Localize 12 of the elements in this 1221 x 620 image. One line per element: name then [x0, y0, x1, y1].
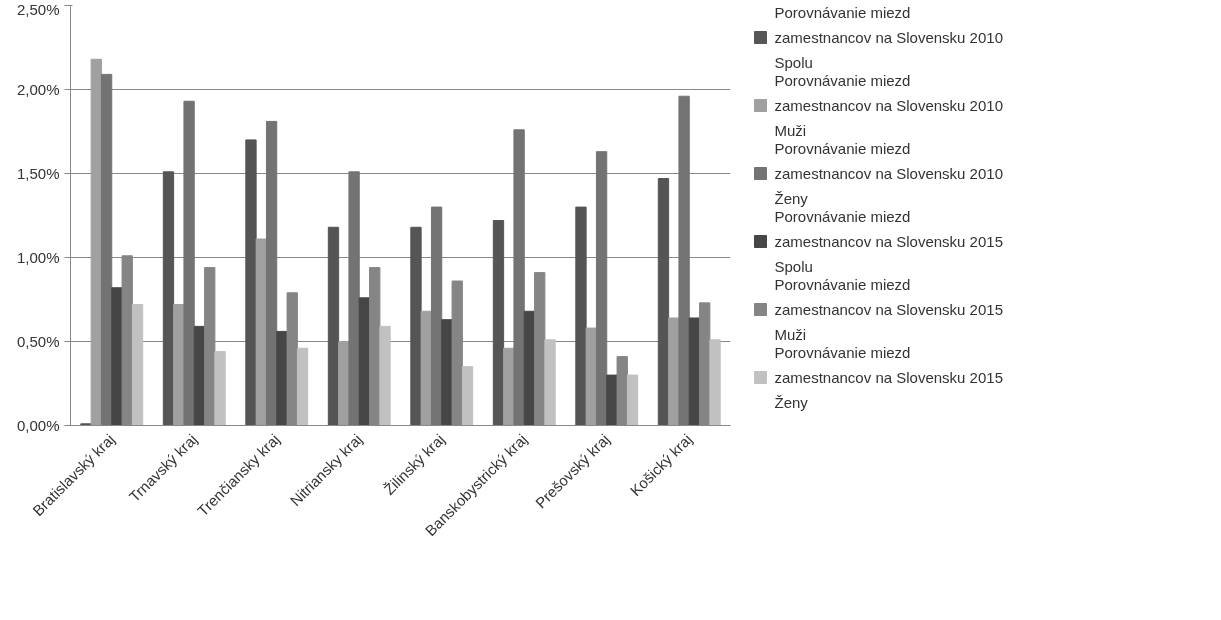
legend-label: Porovnávanie miezd zamestnancov na Slovensku 2015 Ženy — [774, 344, 1003, 411]
y-tick-label: 0,50% — [16, 333, 60, 350]
legend-label: Porovnávanie miezd zamestnancov na Slovensku 2010 Muži — [774, 72, 1003, 139]
y-tick-label: 0,00% — [16, 417, 60, 434]
legend-label: Porovnávanie miezd zamestnancov na Slovensku 2010 Ženy — [774, 140, 1003, 207]
y-tick-label: 2,00% — [16, 81, 60, 98]
legend-label: Porovnávanie miezd zamestnancov na Slovensku 2015 Spolu — [774, 208, 1003, 275]
legend-label: Porovnávanie miezd zamestnancov na Slovensku 2015 Muži — [774, 276, 1003, 343]
y-tick-label: 1,50% — [16, 165, 60, 182]
y-tick-label: 2,50% — [16, 0, 60, 18]
y-tick-label: 1,00% — [16, 249, 60, 266]
legend-label: Porovnávanie miezd zamestnancov na Slovensku 2010 Spolu — [774, 4, 1003, 71]
